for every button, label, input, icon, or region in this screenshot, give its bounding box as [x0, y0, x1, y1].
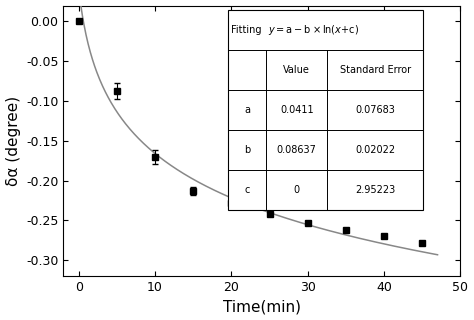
Text: 2.95223: 2.95223 — [355, 185, 395, 195]
Text: 0: 0 — [293, 185, 300, 195]
Text: 0.08637: 0.08637 — [277, 145, 317, 155]
Text: b: b — [244, 145, 250, 155]
Text: c: c — [245, 185, 250, 195]
X-axis label: Time(min): Time(min) — [223, 300, 301, 315]
Bar — [228, 10, 423, 210]
Text: Fitting: Fitting — [231, 25, 262, 35]
Text: 0.02022: 0.02022 — [355, 145, 395, 155]
Text: 0.07683: 0.07683 — [355, 105, 395, 115]
Text: $y\mathregular{=a-b\times ln(}x\mathregular{+c)}$: $y\mathregular{=a-b\times ln(}x\mathregu… — [268, 23, 359, 36]
Text: a: a — [244, 105, 250, 115]
Text: Standard Error: Standard Error — [339, 65, 410, 75]
Y-axis label: δα (degree): δα (degree) — [6, 96, 20, 186]
Text: Value: Value — [283, 65, 310, 75]
Text: 0.0411: 0.0411 — [280, 105, 313, 115]
